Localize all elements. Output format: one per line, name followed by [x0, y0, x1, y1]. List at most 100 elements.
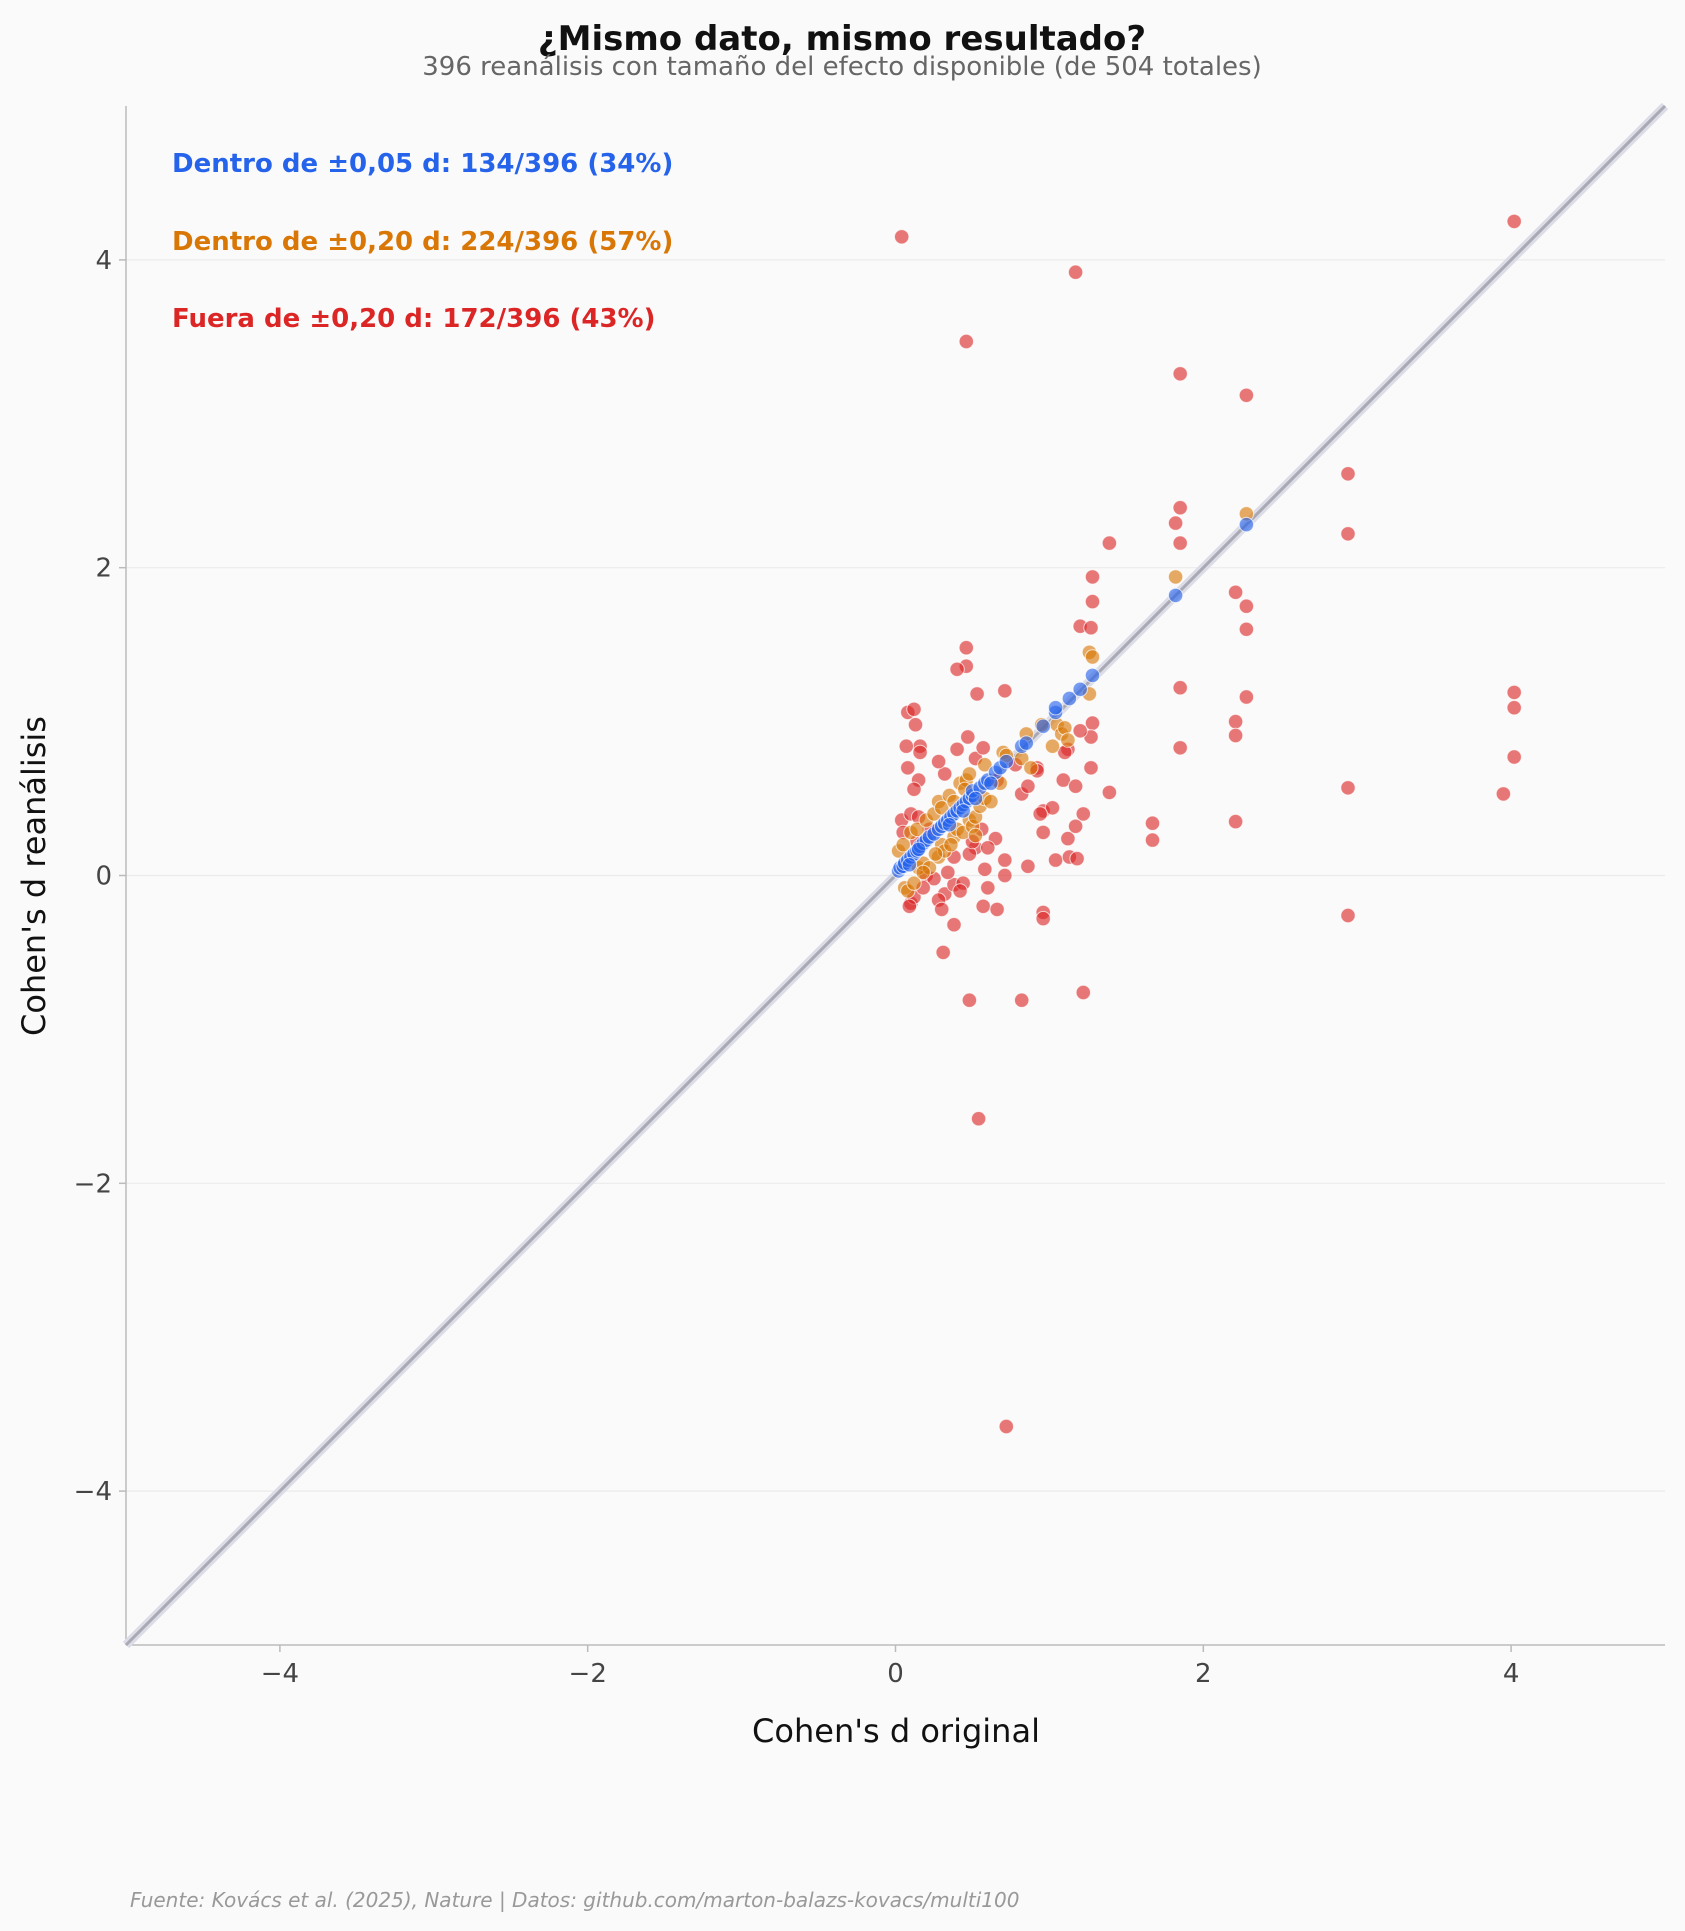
- y-tick-label: −2: [74, 1169, 112, 1199]
- data-point: [1238, 387, 1255, 403]
- chart-title: ¿Mismo dato, mismo resultado?: [538, 19, 1146, 59]
- data-point: [989, 901, 1005, 918]
- data-point: [1083, 620, 1099, 636]
- data-point: [975, 898, 991, 914]
- data-point: [1023, 760, 1039, 776]
- data-point: [907, 717, 924, 733]
- data-point: [1340, 466, 1356, 482]
- data-point: [967, 827, 984, 844]
- data-point: [949, 661, 965, 677]
- data-point: [1227, 584, 1244, 600]
- data-point: [980, 840, 996, 856]
- data-point: [943, 837, 959, 853]
- data-point: [977, 757, 993, 773]
- data-point: [955, 803, 971, 819]
- data-point: [1060, 830, 1076, 847]
- data-point: [998, 753, 1014, 770]
- data-point: [1020, 858, 1036, 874]
- data-point: [937, 766, 953, 782]
- data-point: [1506, 700, 1522, 716]
- data-point: [1172, 740, 1188, 756]
- annotation-outside-020: Fuera de ±0,20 d: 172/396 (43%): [172, 304, 655, 334]
- data-point: [912, 744, 928, 761]
- data-point: [1506, 213, 1522, 230]
- data-point: [1167, 587, 1184, 604]
- data-point: [1072, 681, 1088, 697]
- data-point: [998, 1418, 1014, 1435]
- data-point: [895, 837, 911, 853]
- data-point: [901, 857, 918, 873]
- data-point: [930, 753, 947, 770]
- data-point: [909, 821, 925, 837]
- data-point: [1167, 515, 1184, 531]
- data-point: [1227, 813, 1244, 830]
- data-point: [1035, 718, 1051, 734]
- data-point: [975, 740, 991, 756]
- data-point: [977, 861, 993, 877]
- data-point: [1083, 760, 1099, 776]
- y-tick-label: −4: [74, 1477, 112, 1507]
- data-point: [1075, 806, 1092, 822]
- data-point: [1340, 780, 1356, 796]
- data-point: [958, 333, 974, 350]
- data-point: [1238, 598, 1255, 614]
- data-point: [935, 944, 951, 961]
- series-fuera-de-0-20-d: [894, 213, 1522, 1435]
- data-point: [901, 898, 918, 914]
- data-point: [1495, 786, 1512, 802]
- data-point: [1055, 772, 1072, 788]
- data-point: [949, 741, 965, 757]
- data-point: [1067, 818, 1084, 834]
- data-point: [983, 793, 999, 810]
- data-point: [898, 738, 914, 754]
- data-point: [1044, 800, 1061, 816]
- data-point: [1340, 526, 1356, 542]
- data-point: [1075, 984, 1092, 1001]
- data-point: [1032, 806, 1048, 822]
- data-point: [1172, 535, 1188, 551]
- x-tick-label: −4: [261, 1659, 299, 1689]
- data-point: [1084, 569, 1101, 585]
- data-point: [1238, 621, 1255, 637]
- data-point: [1035, 824, 1051, 841]
- data-point: [1014, 992, 1030, 1008]
- data-point: [997, 683, 1013, 699]
- source-note: Fuente: Kovács et al. (2025), Nature | D…: [130, 1888, 1019, 1912]
- data-point: [1047, 700, 1064, 716]
- data-point: [1047, 852, 1064, 868]
- data-point: [934, 901, 950, 918]
- data-point: [906, 701, 922, 717]
- data-point: [1172, 366, 1188, 382]
- data-point: [915, 864, 931, 881]
- y-tick-label: 2: [95, 554, 112, 584]
- data-point: [960, 729, 976, 745]
- annotation-within-020: Dentro de ±0,20 d: 224/396 (57%): [172, 227, 673, 257]
- x-tick-label: −2: [569, 1659, 607, 1689]
- data-point: [983, 775, 999, 791]
- data-point: [1072, 723, 1088, 739]
- data-point: [1035, 910, 1051, 927]
- x-tick-label: 2: [1195, 1659, 1212, 1689]
- data-points: [890, 213, 1522, 1435]
- data-point: [927, 846, 944, 862]
- annotation-within-005: Dentro de ±0,05 d: 134/396 (34%): [172, 149, 673, 179]
- data-point: [1144, 832, 1161, 848]
- x-tick-label: 4: [1503, 1659, 1520, 1689]
- data-point: [961, 992, 978, 1008]
- chart-subtitle: 396 reanálisis con tamaño del efecto dis…: [422, 52, 1261, 82]
- data-point: [1084, 593, 1101, 610]
- data-point: [1084, 649, 1101, 665]
- data-point: [952, 883, 968, 899]
- data-point: [1172, 680, 1188, 696]
- data-point: [910, 841, 927, 857]
- data-point: [1101, 535, 1118, 551]
- data-point: [997, 852, 1013, 868]
- data-point: [1506, 749, 1522, 765]
- data-point: [1067, 778, 1084, 794]
- data-point: [961, 766, 978, 782]
- data-point: [941, 817, 958, 833]
- data-point: [980, 880, 996, 896]
- data-point: [1101, 784, 1118, 801]
- tick-labels: −4 −2 0 2 4 −4 −2 0 2 4: [74, 246, 1520, 1689]
